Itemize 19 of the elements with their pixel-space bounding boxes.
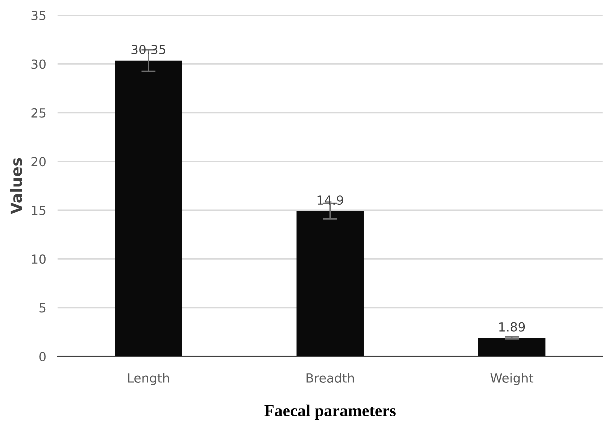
y-axis-title: Values <box>10 158 22 214</box>
data-label: 30.35 <box>132 45 166 55</box>
data-label: 14.9 <box>318 196 344 206</box>
y-tick-label: 35 <box>32 10 46 20</box>
y-tick-label: 5 <box>40 304 46 313</box>
data-label: 1.89 <box>500 322 526 332</box>
y-tick-label: 0 <box>40 352 46 362</box>
x-axis-title: Faecal parameters <box>264 404 396 420</box>
y-tick-label: 25 <box>32 108 46 118</box>
x-tick-label: Weight <box>490 373 534 386</box>
x-tick-label: Length <box>128 373 170 386</box>
y-tick-label: 15 <box>32 206 46 216</box>
x-tick-label: Breadth <box>306 373 354 383</box>
bar <box>115 60 182 357</box>
bar <box>478 338 546 357</box>
y-tick-label: 10 <box>32 254 46 264</box>
y-tick-label: 20 <box>32 157 46 167</box>
y-tick-label: 30 <box>32 60 46 70</box>
bar <box>296 211 364 357</box>
